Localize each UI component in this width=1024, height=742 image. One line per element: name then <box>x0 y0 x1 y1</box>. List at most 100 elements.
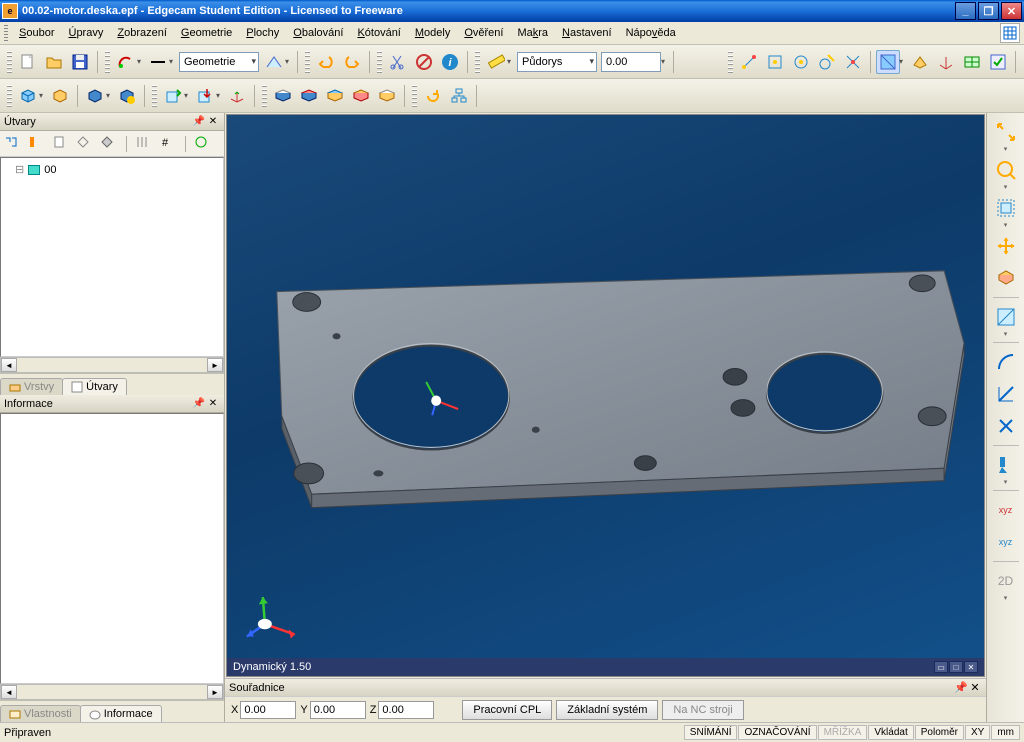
menu-plochy[interactable]: Plochy <box>239 25 286 41</box>
status-cell[interactable]: mm <box>991 725 1020 740</box>
zoom-fit-button[interactable] <box>991 117 1021 147</box>
open-file-button[interactable] <box>42 50 66 74</box>
filter1-icon[interactable] <box>134 134 154 154</box>
status-cell[interactable]: Poloměr <box>915 725 964 740</box>
snap-mid-button[interactable] <box>763 50 787 74</box>
snap-tangent-button[interactable] <box>815 50 839 74</box>
y-input[interactable] <box>310 701 366 719</box>
pan-button[interactable] <box>991 231 1021 261</box>
stock-button[interactable] <box>16 84 40 108</box>
tab-vrstvy[interactable]: Vrstvy <box>0 378 63 395</box>
zakladni-system-button[interactable]: Základní systém <box>556 700 658 720</box>
zoom-window-button[interactable] <box>991 155 1021 185</box>
xyz2-button[interactable]: xyz <box>991 527 1021 557</box>
menu-soubor[interactable]: Soubor <box>12 25 61 41</box>
2d-button[interactable]: 2D <box>991 566 1021 596</box>
restore-button[interactable]: ❐ <box>978 2 999 20</box>
status-cell[interactable]: SNÍMÁNÍ <box>684 725 738 740</box>
status-cell[interactable]: OZNAČOVÁNÍ <box>738 725 816 740</box>
3d-viewport[interactable]: Dynamický 1.50 ▭ □ ✕ <box>226 114 985 677</box>
tree-expand-icon[interactable] <box>3 134 23 154</box>
close-button[interactable]: ✕ <box>1001 2 1022 20</box>
menu-modely[interactable]: Modely <box>408 25 457 41</box>
grid-toggle-icon[interactable] <box>1000 23 1020 43</box>
filter2-icon[interactable]: # <box>158 134 178 154</box>
mode-icon-button[interactable] <box>262 50 286 74</box>
na-nc-stroji-button[interactable]: Na NC stroji <box>662 700 743 720</box>
snap-center-button[interactable] <box>789 50 813 74</box>
status-cell[interactable]: Vkládat <box>868 725 913 740</box>
new-file-button[interactable] <box>16 50 40 74</box>
cut-button[interactable] <box>386 50 410 74</box>
menu-ověření[interactable]: Ověření <box>457 25 510 41</box>
show-axis-button[interactable] <box>934 50 958 74</box>
box-button[interactable] <box>48 84 72 108</box>
view-combo[interactable]: Půdorys <box>517 52 597 72</box>
viewport-max-icon[interactable]: □ <box>949 661 963 673</box>
line-button[interactable] <box>991 379 1021 409</box>
redo-button[interactable] <box>340 50 364 74</box>
snap-intersect-button[interactable] <box>841 50 865 74</box>
axis3d-button[interactable] <box>225 84 249 108</box>
minimize-button[interactable]: _ <box>955 2 976 20</box>
tab-informace[interactable]: Informace <box>80 705 162 722</box>
render-wire-button[interactable] <box>908 50 932 74</box>
arc-button[interactable] <box>991 347 1021 377</box>
close-panel-icon[interactable]: ✕ <box>968 681 982 694</box>
menu-nastavení[interactable]: Nastavení <box>555 25 619 41</box>
pin-icon[interactable]: 📌 <box>192 397 206 411</box>
close-panel-icon[interactable]: ✕ <box>206 115 220 129</box>
tree-view-button[interactable] <box>447 84 471 108</box>
viewport-close-icon[interactable]: ✕ <box>964 661 978 673</box>
tree-item[interactable]: ⊟ 00 <box>5 162 219 177</box>
x-input[interactable] <box>240 701 296 719</box>
section-button[interactable] <box>991 302 1021 332</box>
linetype-button[interactable] <box>146 50 170 74</box>
tab-vlastnosti[interactable]: Vlastnosti <box>0 705 81 722</box>
menu-úpravy[interactable]: Úpravy <box>61 25 110 41</box>
snap-end-button[interactable] <box>737 50 761 74</box>
solid1-button[interactable] <box>83 84 107 108</box>
menu-makra[interactable]: Makra <box>510 25 555 41</box>
tree-hscroll[interactable]: ◄► <box>0 357 224 373</box>
rotate-button[interactable] <box>991 263 1021 293</box>
import-button[interactable] <box>193 84 217 108</box>
render-shaded-button[interactable] <box>876 50 900 74</box>
part-manager-button[interactable] <box>986 50 1010 74</box>
diamond2-icon[interactable] <box>99 134 119 154</box>
menu-kótování[interactable]: Kótování <box>350 25 407 41</box>
diamond1-icon[interactable] <box>75 134 95 154</box>
face3-button[interactable] <box>323 84 347 108</box>
menu-zobrazení[interactable]: Zobrazení <box>110 25 174 41</box>
delete-button[interactable] <box>412 50 436 74</box>
pracovni-cpl-button[interactable]: Pracovní CPL <box>462 700 552 720</box>
close-panel-icon[interactable]: ✕ <box>206 397 220 411</box>
face1-button[interactable] <box>271 84 295 108</box>
face5-button[interactable] <box>375 84 399 108</box>
info-button[interactable]: i <box>438 50 462 74</box>
cross-button[interactable] <box>991 411 1021 441</box>
status-cell[interactable]: XY <box>965 725 990 740</box>
undo-button[interactable] <box>314 50 338 74</box>
xyz1-button[interactable]: xyz <box>991 495 1021 525</box>
pin-icon[interactable]: 📌 <box>954 681 968 694</box>
reload-button[interactable] <box>161 84 185 108</box>
tab-utvary[interactable]: Útvary <box>62 378 127 395</box>
face4-button[interactable] <box>349 84 373 108</box>
viewport-min-icon[interactable]: ▭ <box>934 661 948 673</box>
feature-tree[interactable]: ⊟ 00 <box>0 157 224 357</box>
select-window-button[interactable] <box>991 193 1021 223</box>
regen-button[interactable] <box>421 84 445 108</box>
solid2-button[interactable] <box>115 84 139 108</box>
save-file-button[interactable] <box>68 50 92 74</box>
color-layer-button[interactable] <box>114 50 138 74</box>
menu-nápověda[interactable]: Nápověda <box>619 25 683 41</box>
face2-button[interactable] <box>297 84 321 108</box>
pin-icon[interactable]: 📌 <box>192 115 206 129</box>
menu-geometrie[interactable]: Geometrie <box>174 25 239 41</box>
machine-button[interactable] <box>991 450 1021 480</box>
info-hscroll[interactable]: ◄► <box>0 684 224 700</box>
mode-combo[interactable]: Geometrie <box>179 52 259 72</box>
coord-value-input[interactable] <box>601 52 661 72</box>
page-icon[interactable] <box>51 134 71 154</box>
